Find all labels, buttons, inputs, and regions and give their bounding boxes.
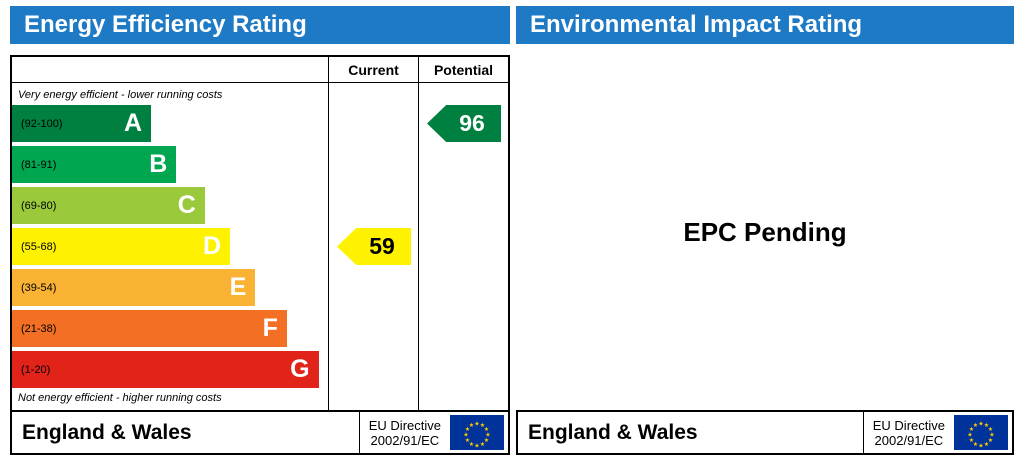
energy-efficiency-chart: Current Potential Very energy efficient … <box>10 55 510 412</box>
rating-bands-area: Very energy efficient - lower running co… <box>12 83 328 410</box>
band-e-range: (39-54) <box>21 281 57 294</box>
band-c-range: (69-80) <box>21 199 57 212</box>
current-column: 59 <box>328 83 418 410</box>
svg-text:★: ★ <box>484 426 489 433</box>
eu-directive-line2: 2002/91/EC <box>370 432 440 448</box>
environmental-impact-body: EPC Pending <box>516 55 1014 410</box>
band-d: (55-68) D <box>12 228 231 265</box>
band-f: (21-38) F <box>12 310 287 347</box>
svg-text:★: ★ <box>989 432 994 439</box>
potential-rating-value: 96 <box>459 110 485 136</box>
band-e-letter: E <box>229 273 247 301</box>
svg-text:★: ★ <box>474 443 479 450</box>
region-label: England & Wales <box>528 420 698 444</box>
svg-text:★: ★ <box>484 437 489 444</box>
eu-directive-line2: 2002/91/EC <box>874 432 944 448</box>
band-e: (39-54) E <box>12 269 256 306</box>
band-g-range: (1-20) <box>21 363 51 376</box>
energy-efficiency-header: Energy Efficiency Rating <box>10 6 510 44</box>
svg-text:★: ★ <box>988 426 993 433</box>
environmental-impact-title: Environmental Impact Rating <box>530 11 863 38</box>
band-a-range: (92-100) <box>21 117 63 130</box>
eu-directive-label: EU Directive 2002/91/EC <box>862 412 954 453</box>
band-f-letter: F <box>262 314 278 342</box>
band-c: (69-80) C <box>12 187 205 224</box>
svg-text:★: ★ <box>969 426 974 433</box>
band-c-letter: C <box>177 191 196 219</box>
band-f-range: (21-38) <box>21 322 57 335</box>
svg-text:★: ★ <box>480 422 485 429</box>
svg-text:★: ★ <box>465 426 470 433</box>
svg-text:★: ★ <box>967 432 972 439</box>
top-note: Very energy efficient - lower running co… <box>18 89 223 101</box>
eu-flag-icon: ★ ★ ★ ★ ★ ★ ★ ★ ★ ★ ★ ★ <box>450 415 504 450</box>
region-label: England & Wales <box>22 420 192 444</box>
band-b-letter: B <box>149 150 168 178</box>
svg-text:★: ★ <box>469 441 474 448</box>
band-d-range: (55-68) <box>21 240 57 253</box>
band-a-letter: A <box>123 109 143 137</box>
potential-column: 96 <box>418 83 508 410</box>
svg-text:★: ★ <box>973 441 978 448</box>
bottom-note: Not energy efficient - higher running co… <box>18 392 222 404</box>
band-a: (92-100) A <box>12 105 152 142</box>
potential-rating-arrow: 96 <box>427 105 501 142</box>
svg-text:★: ★ <box>469 422 474 429</box>
svg-text:★: ★ <box>978 421 983 428</box>
svg-text:★: ★ <box>485 432 490 439</box>
environmental-impact-header: Environmental Impact Rating <box>516 6 1014 44</box>
eu-flag-icon: ★ ★ ★ ★ ★ ★ ★ ★ ★ ★ ★ ★ <box>954 415 1008 450</box>
svg-text:★: ★ <box>978 443 983 450</box>
band-b-range: (81-91) <box>21 158 57 171</box>
eu-directive-label: EU Directive 2002/91/EC <box>358 412 450 453</box>
energy-efficiency-title: Energy Efficiency Rating <box>24 11 307 38</box>
epc-pending-text: EPC Pending <box>683 217 847 247</box>
band-b: (81-91) B <box>12 146 177 183</box>
current-column-header: Current <box>328 57 418 83</box>
band-g: (1-20) G <box>12 351 319 388</box>
svg-text:★: ★ <box>474 421 479 428</box>
energy-efficiency-footer: England & Wales EU Directive 2002/91/EC … <box>10 410 510 455</box>
svg-text:★: ★ <box>969 437 974 444</box>
current-rating-value: 59 <box>369 233 395 259</box>
environmental-impact-footer: England & Wales EU Directive 2002/91/EC … <box>516 410 1014 455</box>
svg-text:★: ★ <box>480 441 485 448</box>
svg-text:★: ★ <box>988 437 993 444</box>
svg-text:★: ★ <box>465 437 470 444</box>
eu-directive-line1: EU Directive <box>872 417 945 433</box>
potential-column-header: Potential <box>418 57 508 83</box>
svg-text:★: ★ <box>984 422 989 429</box>
current-rating-arrow: 59 <box>337 228 411 265</box>
svg-text:★: ★ <box>984 441 989 448</box>
eu-directive-line1: EU Directive <box>368 417 441 433</box>
svg-text:★: ★ <box>463 432 468 439</box>
band-column-header <box>12 57 328 83</box>
svg-text:★: ★ <box>973 422 978 429</box>
band-g-letter: G <box>290 355 310 383</box>
band-d-letter: D <box>202 232 222 260</box>
